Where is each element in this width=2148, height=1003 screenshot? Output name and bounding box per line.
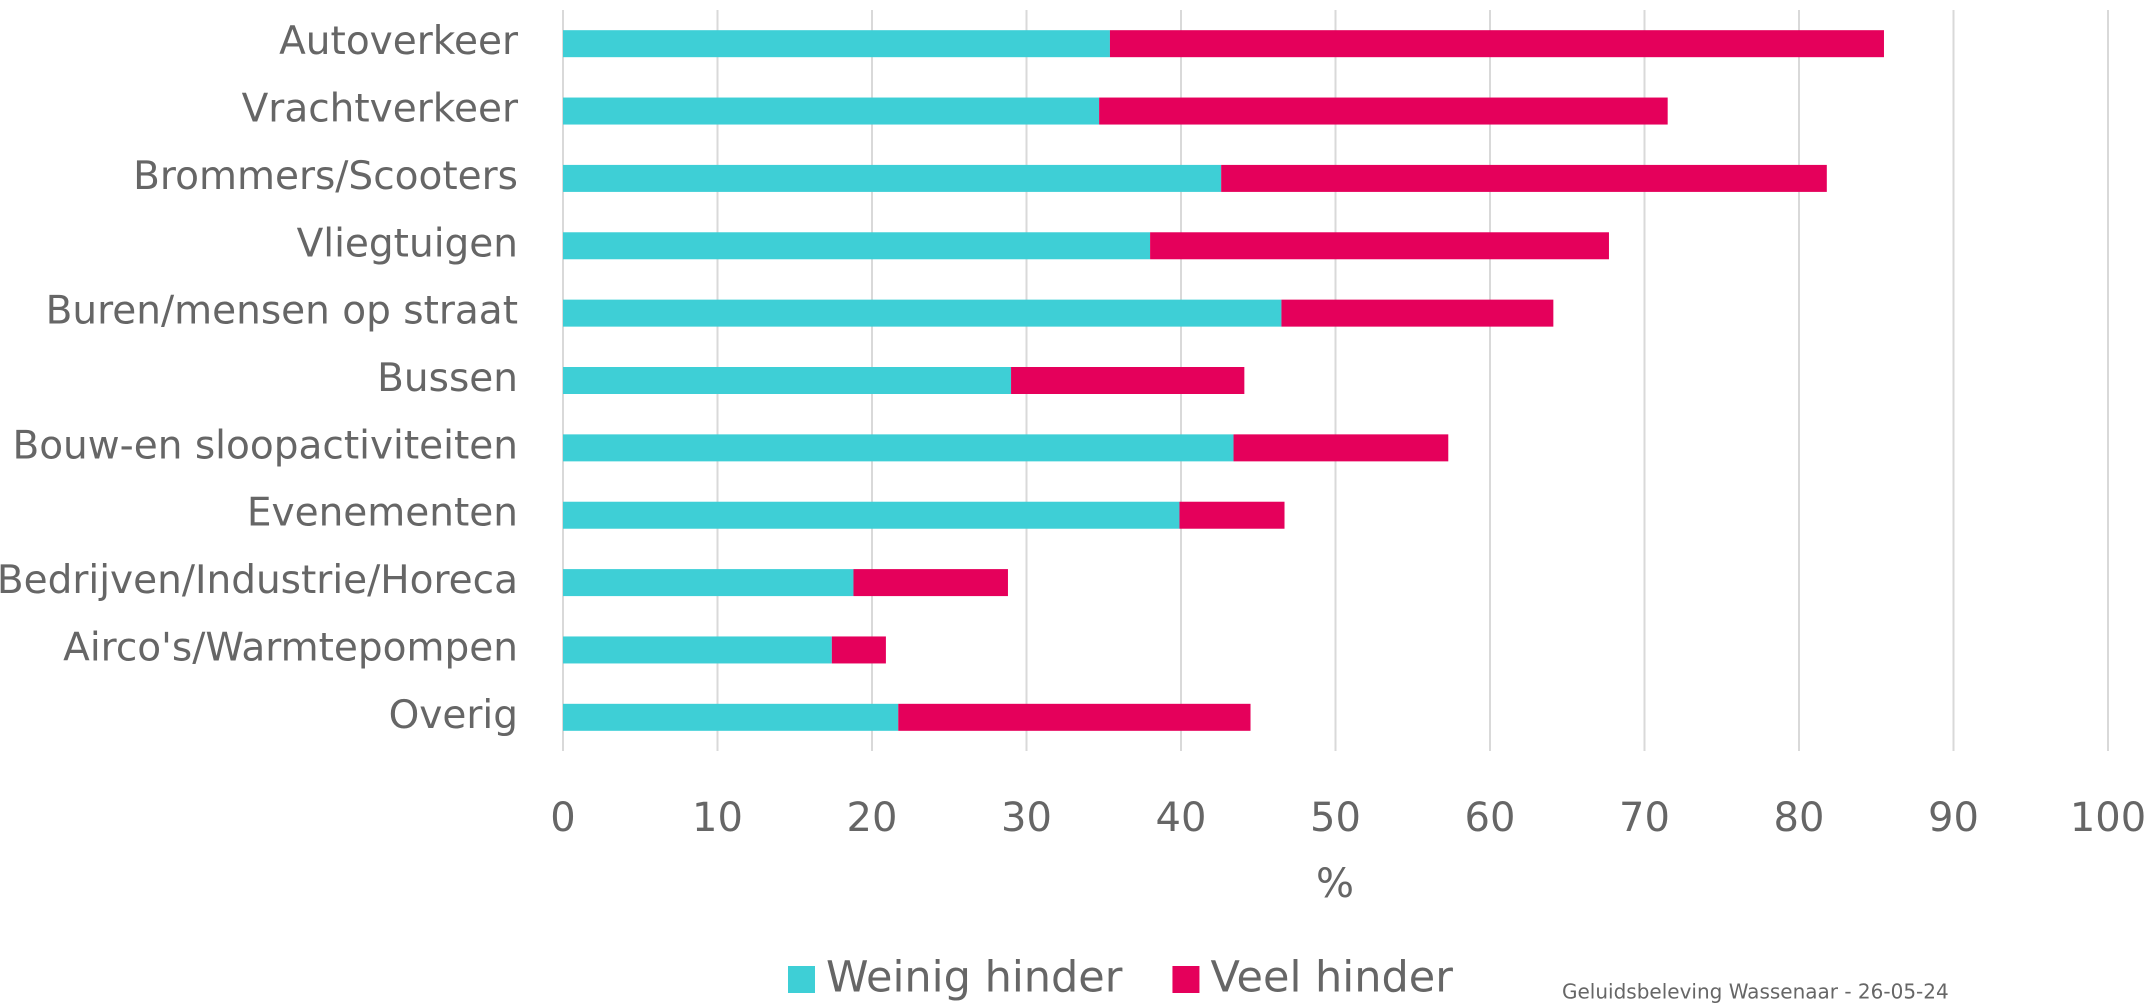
y-tick-label: Bouw-en sloopactiviteiten [12, 423, 518, 468]
bar [563, 97, 1100, 125]
bar [831, 636, 886, 664]
bar [1099, 97, 1668, 125]
bar [898, 703, 1251, 731]
legend-label: Weinig hinder [826, 953, 1123, 1003]
x-tick-label: 90 [1928, 795, 1979, 841]
y-tick-label: Vrachtverkeer [242, 87, 519, 132]
x-axis-label: % [1316, 861, 1354, 907]
x-tick-label: 10 [692, 795, 743, 841]
x-tick-label: 100 [2070, 795, 2146, 841]
bar [853, 569, 1008, 597]
bar [1179, 501, 1285, 529]
x-tick-label: 50 [1310, 795, 1361, 841]
bar [563, 232, 1151, 260]
y-tick-label: Buren/mensen op straat [46, 289, 518, 334]
bar [563, 703, 899, 731]
x-tick-label: 30 [1001, 795, 1052, 841]
bar [1221, 164, 1827, 192]
footer: Geluidsbeleving Wassenaar - 26-05-24 [1562, 980, 1949, 1003]
y-tick-label: Overig [389, 693, 518, 738]
legend-swatch [1172, 966, 1200, 993]
y-tick-label: Autoverkeer [279, 19, 519, 64]
x-tick-label: 70 [1619, 795, 1670, 841]
x-tick-label: 0 [550, 795, 575, 841]
bar [1011, 367, 1245, 394]
y-tick-label: Bussen [377, 356, 518, 401]
bar [563, 299, 1282, 327]
bar [563, 367, 1012, 394]
x-tick-label: 20 [847, 795, 898, 841]
bar [1281, 299, 1554, 327]
bar [1109, 30, 1884, 58]
bar [1233, 434, 1449, 462]
legend-label: Veel hinder [1210, 953, 1453, 1003]
bar [563, 636, 832, 664]
y-tick-label: Brommers/Scooters [133, 154, 518, 199]
y-tick-label: Evenementen [247, 491, 518, 536]
x-tick-label: 80 [1774, 795, 1825, 841]
bar [563, 164, 1222, 192]
y-tick-label: Airco's/Warmtepompen [63, 625, 518, 670]
bar [563, 501, 1180, 529]
bar [1150, 232, 1609, 260]
y-tick-label: Bedrijven/Industrie/Horeca [0, 558, 518, 603]
y-tick-label: Vliegtuigen [297, 221, 518, 266]
x-tick-label: 40 [1156, 795, 1207, 841]
bar [563, 569, 854, 597]
bar [563, 434, 1234, 462]
x-tick-label: 60 [1465, 795, 1516, 841]
legend-swatch [788, 966, 815, 993]
bar [563, 30, 1110, 58]
